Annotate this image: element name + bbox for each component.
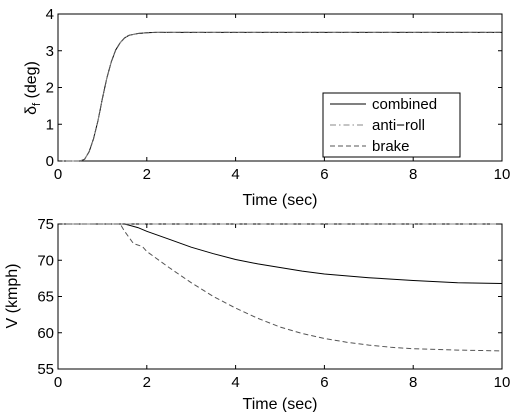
y-tick-label: 60 <box>37 325 54 342</box>
chart-frame <box>57 223 503 370</box>
y-axis-title-sub: f <box>31 102 43 106</box>
x-tick-label: 6 <box>320 374 328 391</box>
series-line-combined <box>58 223 503 284</box>
x-axis-title: Time (sec) <box>243 192 318 209</box>
legend-label-anti-roll: anti−roll <box>372 117 425 134</box>
velocity-chart: 0 2 4 6 8 10 55 60 65 70 75 Time (sec) V (kmph) <box>4 216 510 412</box>
x-tick-label: 0 <box>54 166 62 183</box>
y-tick-label: 1 <box>46 116 54 133</box>
y-tick-label: 4 <box>46 6 54 23</box>
x-tick-label: 8 <box>409 374 417 391</box>
y-axis-title-main: δ <box>23 106 40 115</box>
series-line-brake <box>58 223 503 352</box>
series-group <box>58 31 502 162</box>
x-tick-label: 10 <box>494 166 511 183</box>
y-tick-label: 70 <box>37 252 54 269</box>
x-ticks: 0 2 4 6 8 10 <box>54 14 511 183</box>
y-tick-label: 0 <box>46 153 54 170</box>
x-tick-label: 2 <box>143 166 151 183</box>
x-tick-label: 6 <box>320 166 328 183</box>
x-tick-label: 2 <box>143 374 151 391</box>
y-ticks: 0 1 2 3 4 <box>46 6 502 170</box>
legend-label-combined: combined <box>372 96 437 113</box>
y-axis-title-rest: (deg) <box>23 61 40 103</box>
y-tick-label: 75 <box>37 216 54 233</box>
legend-label-brake: brake <box>372 138 410 155</box>
y-tick-label: 65 <box>37 289 54 306</box>
legend: combined anti−roll brake <box>322 92 461 158</box>
y-axis-title: V (kmph) <box>4 264 21 329</box>
series-line-brake <box>58 31 502 162</box>
x-tick-label: 0 <box>54 374 62 391</box>
x-tick-label: 4 <box>231 374 239 391</box>
y-tick-label: 55 <box>37 361 54 378</box>
y-tick-label: 3 <box>46 43 54 60</box>
y-axis-title: δf (deg) <box>23 61 43 115</box>
y-ticks: 55 60 65 70 75 <box>37 216 502 378</box>
x-tick-label: 8 <box>409 166 417 183</box>
x-tick-label: 4 <box>231 166 239 183</box>
series-group <box>58 223 503 352</box>
x-tick-label: 10 <box>494 374 511 391</box>
y-tick-label: 2 <box>46 80 54 97</box>
x-axis-title: Time (sec) <box>243 396 318 412</box>
steering-angle-chart: 0 2 4 6 8 10 0 1 2 3 4 Time (sec) δf (deg) combin… <box>23 6 510 209</box>
x-ticks: 0 2 4 6 8 10 <box>54 224 511 391</box>
